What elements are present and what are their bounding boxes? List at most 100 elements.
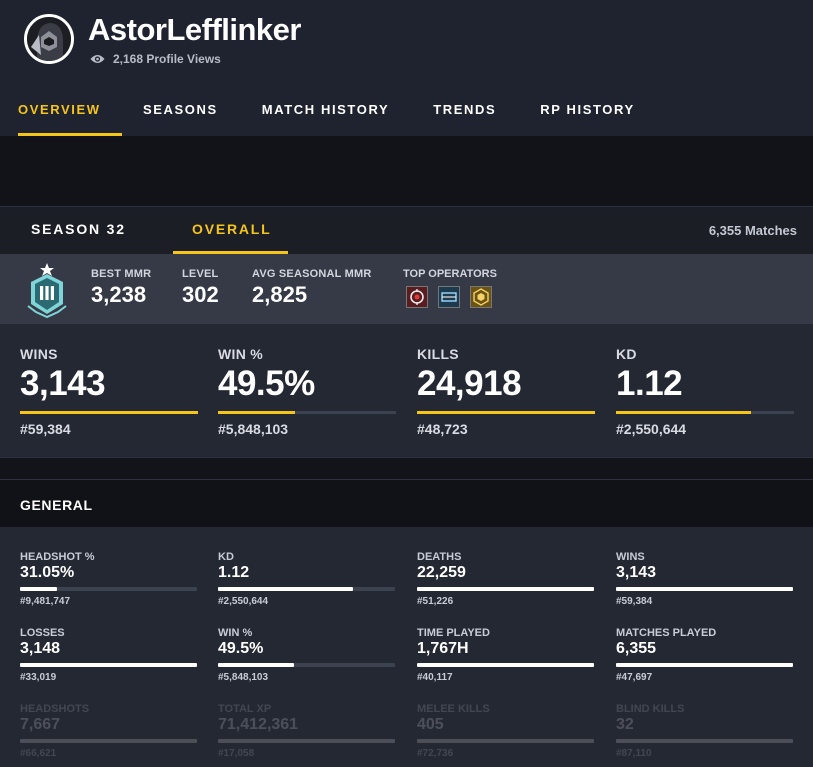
stat-value: 49.5% — [218, 364, 315, 403]
general-stat: DEATHS 22,259 #51,226 — [417, 551, 594, 607]
tab-trends[interactable]: TRENDS — [433, 102, 497, 117]
profile-views: 2,168 Profile Views — [90, 52, 221, 66]
best-mmr-label: BEST MMR — [91, 268, 152, 280]
stat-value: 7,667 — [20, 716, 61, 733]
stat-progress-bar — [616, 411, 794, 414]
stat-rank: #5,848,103 — [218, 672, 269, 683]
general-stat: HEADSHOTS 7,667 #66,621 — [20, 703, 197, 759]
general-stat: MELEE KILLS 405 #72,736 — [417, 703, 594, 759]
general-stat: LOSSES 3,148 #33,019 — [20, 627, 197, 683]
tab-seasons[interactable]: SEASONS — [143, 102, 218, 117]
general-stat: KD 1.12 #2,550,644 — [218, 551, 395, 607]
stat-value: 71,412,361 — [218, 716, 299, 733]
stat-rank: #48,723 — [417, 421, 468, 437]
stat-label: TIME PLAYED — [417, 627, 490, 639]
main-nav: OVERVIEW SEASONS MATCH HISTORY TRENDS RP… — [0, 88, 635, 136]
profile-views-text: 2,168 Profile Views — [113, 52, 221, 66]
tab-rp-history[interactable]: RP HISTORY — [540, 102, 635, 117]
avg-mmr-label: AVG SEASONAL MMR — [252, 268, 372, 280]
stat-progress-bar — [218, 663, 395, 667]
stat-value: 1,767H — [417, 640, 469, 657]
stat-progress-bar — [218, 587, 395, 591]
avatar[interactable] — [24, 14, 74, 64]
general-stat: WIN % 49.5% #5,848,103 — [218, 627, 395, 683]
stat-label: KD — [616, 346, 637, 362]
stat-progress-bar — [20, 411, 198, 414]
stat-label: WINS — [616, 551, 645, 563]
eye-icon — [90, 55, 105, 63]
stat-value: 405 — [417, 716, 444, 733]
stat-label: LOSSES — [20, 627, 65, 639]
matches-count: 6,355 Matches — [708, 223, 797, 238]
stat-rank: #66,621 — [20, 748, 57, 759]
stat-label: KD — [218, 551, 234, 563]
general-stat: TIME PLAYED 1,767H #40,117 — [417, 627, 594, 683]
stat-progress-bar — [417, 663, 594, 667]
stat-label: HEADSHOT % — [20, 551, 95, 563]
stat-label: WIN % — [218, 627, 253, 639]
tab-season-32[interactable]: SEASON 32 — [31, 221, 126, 237]
stat-rank: #9,481,747 — [20, 596, 71, 607]
main-stat-win-percent: WIN % 49.5% #5,848,103 — [218, 346, 396, 437]
stat-value: 1.12 — [218, 564, 250, 581]
ad-space — [0, 136, 813, 206]
stat-rank: #33,019 — [20, 672, 57, 683]
general-stat: WINS 3,143 #59,384 — [616, 551, 793, 607]
main-stats: WINS 3,143 #59,384 WIN % 49.5% #5,848,10… — [0, 324, 813, 457]
main-stat-kd: KD 1.12 #2,550,644 — [616, 346, 794, 437]
avg-mmr-value: 2,825 — [252, 282, 308, 307]
general-stat: TOTAL XP 71,412,361 #17,058 — [218, 703, 395, 759]
stat-rank: #17,058 — [218, 748, 255, 759]
stat-rank: #59,384 — [616, 596, 653, 607]
general-header: GENERAL — [0, 479, 813, 527]
level-label: LEVEL — [182, 268, 219, 280]
stat-label: DEATHS — [417, 551, 462, 563]
stat-label: BLIND KILLS — [616, 703, 685, 715]
operator-red-icon[interactable] — [406, 286, 428, 308]
profile-header: AstorLefflinker 2,168 Profile Views OVER… — [0, 0, 813, 136]
stat-label: WIN % — [218, 346, 264, 362]
stat-label: KILLS — [417, 346, 459, 362]
stat-rank: #87,110 — [616, 748, 652, 759]
stat-progress-bar — [20, 739, 197, 743]
stat-progress-bar — [616, 587, 793, 591]
main-stat-kills: KILLS 24,918 #48,723 — [417, 346, 595, 437]
stat-progress-bar — [616, 663, 793, 667]
stat-rank: #59,384 — [20, 421, 71, 437]
tab-overview[interactable]: OVERVIEW — [18, 88, 122, 136]
best-mmr-value: 3,238 — [91, 282, 147, 307]
level-value: 302 — [182, 282, 219, 307]
stat-progress-bar — [20, 587, 197, 591]
stat-value: 32 — [616, 716, 634, 733]
tab-match-history[interactable]: MATCH HISTORY — [261, 102, 390, 117]
stat-value: 31.05% — [20, 564, 75, 581]
stat-progress-bar — [417, 411, 595, 414]
stat-progress-bar — [218, 411, 396, 414]
stat-label: HEADSHOTS — [20, 703, 90, 715]
operator-helmet-icon — [27, 17, 71, 61]
stat-progress-bar — [417, 739, 594, 743]
diamond-rank-icon — [27, 263, 67, 318]
stat-value: 49.5% — [218, 640, 264, 657]
stat-label: MATCHES PLAYED — [616, 627, 717, 639]
stat-value: 24,918 — [417, 364, 522, 403]
top-operators-label: TOP OPERATORS — [403, 268, 497, 280]
stat-progress-bar — [616, 739, 793, 743]
stat-value: 3,143 — [616, 564, 657, 581]
main-stat-wins: WINS 3,143 #59,384 — [20, 346, 198, 437]
stat-rank: #2,550,644 — [616, 421, 687, 437]
tab-overall[interactable]: OVERALL — [173, 207, 288, 254]
general-stat: MATCHES PLAYED 6,355 #47,697 — [616, 627, 793, 683]
stat-value: 3,148 — [20, 640, 61, 657]
level: LEVEL 302 — [182, 268, 219, 308]
rank-summary: BEST MMR 3,238 LEVEL 302 AVG SEASONAL MM… — [0, 254, 813, 324]
stat-value: 22,259 — [417, 564, 466, 581]
operator-gold-icon[interactable] — [470, 286, 492, 308]
stat-label: TOTAL XP — [218, 703, 272, 715]
stat-rank: #5,848,103 — [218, 421, 289, 437]
stat-rank: #47,697 — [616, 672, 653, 683]
stat-rank: #51,226 — [417, 596, 454, 607]
season-tabs: SEASON 32 OVERALL 6,355 Matches — [0, 206, 813, 254]
stat-value: 1.12 — [616, 364, 683, 403]
operator-blue-icon[interactable] — [438, 286, 460, 308]
